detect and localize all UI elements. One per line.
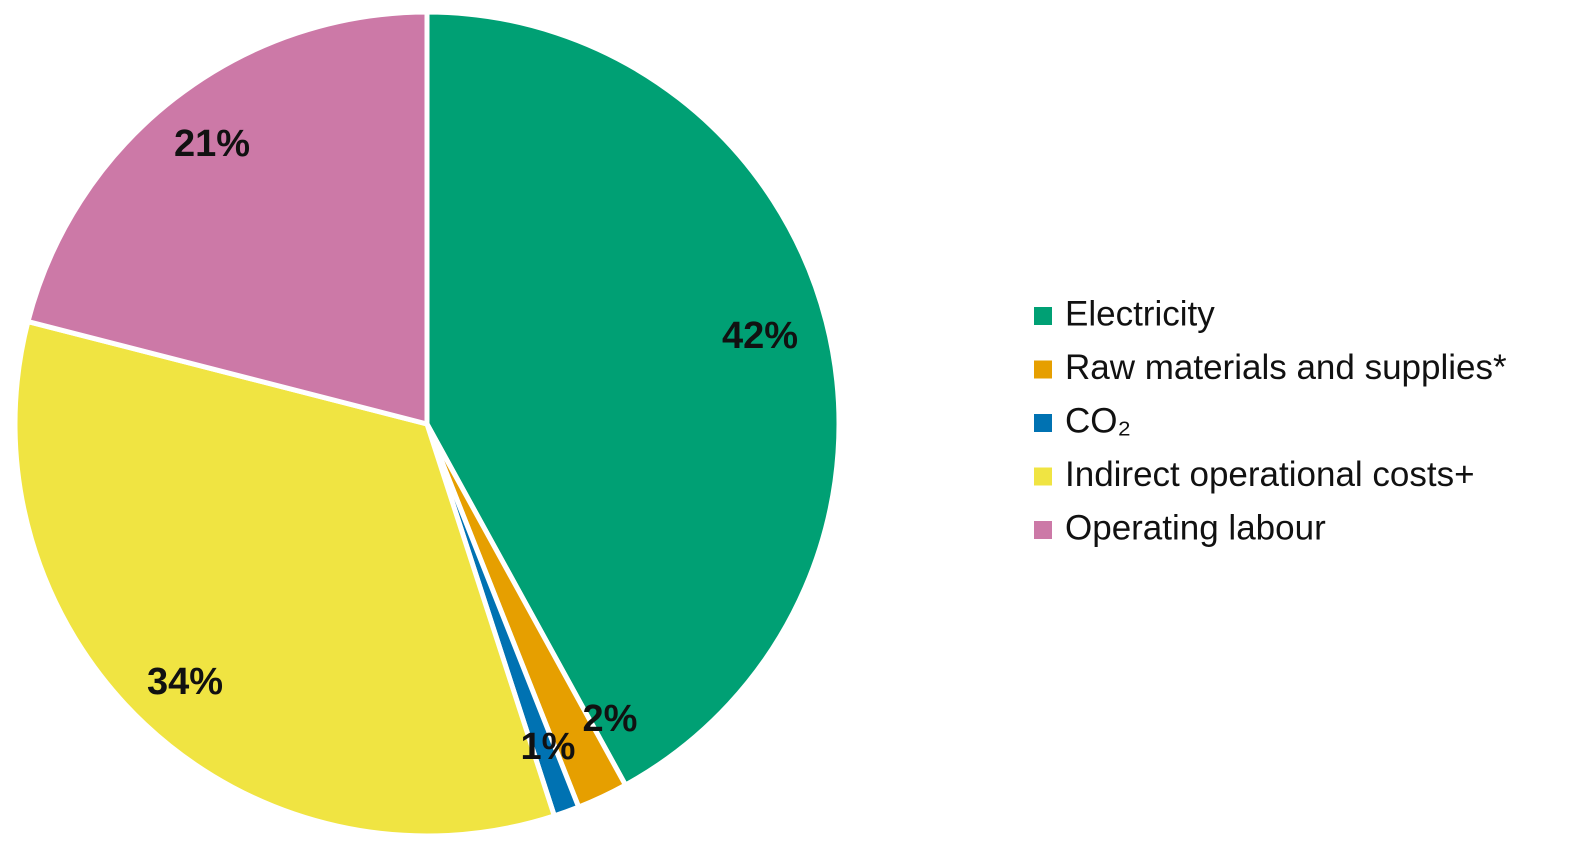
slice-label-electricity: 42%	[722, 315, 798, 357]
slice-label-co: 1%	[521, 726, 576, 768]
legend-swatch-indirect-operational-costs	[1034, 467, 1052, 486]
legend-item-raw-materials-and-supplies: Raw materials and supplies*	[1034, 348, 1507, 387]
pie-slice-indirect-operational-costs	[12, 319, 557, 839]
legend-label-indirect-operational-costs: Indirect operational costs+	[1065, 455, 1475, 494]
legend: Electricity Raw materials and supplies* CO…	[1034, 294, 1507, 547]
slice-label-indirect-operational-costs: 34%	[147, 661, 223, 703]
legend-label-electricity: Electricity	[1065, 294, 1215, 333]
pie-slice-electricity	[424, 9, 842, 788]
slice-label-operating-labour: 21%	[174, 123, 250, 165]
legend-item-indirect-operational-costs: Indirect operational costs+	[1034, 455, 1475, 494]
legend-item-co: CO₂	[1034, 401, 1131, 440]
slice-label-raw-materials-and-supplies: 2%	[583, 698, 638, 740]
legend-swatch-raw-materials-and-supplies	[1034, 360, 1052, 379]
pie-slice-operating-labour	[25, 9, 430, 427]
legend-label-raw-materials-and-supplies: Raw materials and supplies*	[1065, 348, 1507, 387]
legend-swatch-co	[1034, 414, 1052, 432]
legend-label-co: CO₂	[1065, 401, 1131, 440]
legend-swatch-electricity	[1034, 307, 1052, 325]
pie-slices	[12, 9, 842, 839]
legend-label-operating-labour: Operating labour	[1065, 508, 1326, 547]
pie-slice-labels: 42% 2%1% 34% 21%	[147, 123, 798, 768]
legend-item-operating-labour: Operating labour	[1034, 508, 1326, 547]
legend-item-electricity: Electricity	[1034, 294, 1215, 333]
legend-swatch-operating-labour	[1034, 521, 1052, 539]
